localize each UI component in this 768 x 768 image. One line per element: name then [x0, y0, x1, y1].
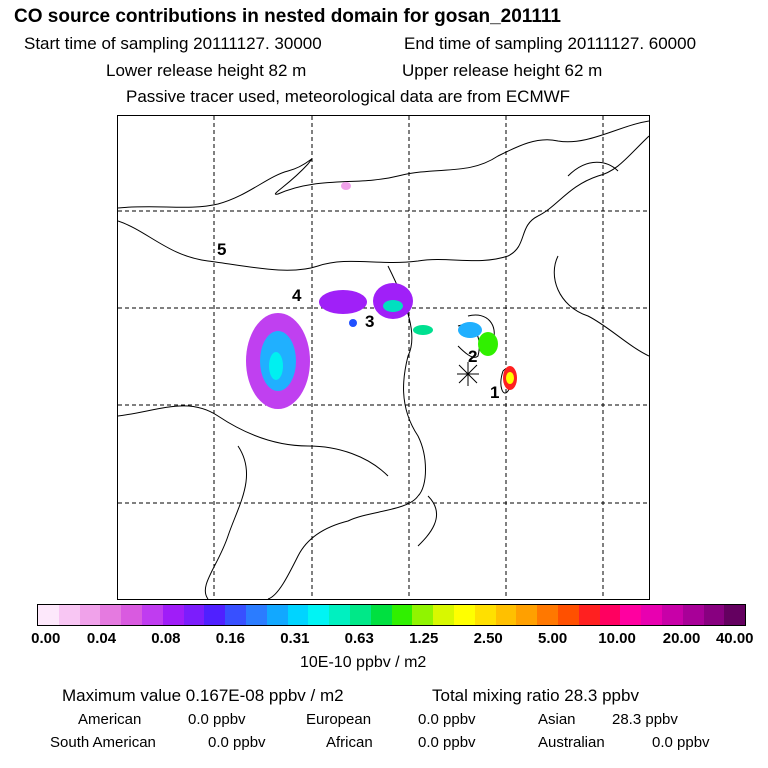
colorbar-tick-label: 0.16	[215, 630, 245, 647]
release-site-marker	[457, 362, 479, 386]
colorbar-tick-label: 0.08	[151, 630, 181, 647]
region-label-1: 1	[490, 383, 499, 402]
colorbar-tick-label: 5.00	[538, 630, 568, 647]
colorbar-cell	[38, 605, 59, 625]
colorbar-cell	[641, 605, 662, 625]
colorbar-cell	[287, 605, 309, 625]
colorbar-cell	[391, 605, 413, 625]
colorbar-cell	[121, 605, 142, 625]
region-label-5: 5	[217, 240, 226, 259]
colorbar-tick-label: 0.63	[344, 630, 374, 647]
colorbar-cell	[183, 605, 205, 625]
colorbar-cell	[474, 605, 496, 625]
region-label-4: 4	[292, 286, 302, 305]
region-value-australian: 0.0 ppbv	[652, 734, 710, 751]
colorbar-cell	[204, 605, 226, 625]
colorbar-cell	[557, 605, 579, 625]
colorbar-cell	[599, 605, 621, 625]
region-name-australian: Australian	[538, 734, 605, 751]
region-label-2: 2	[468, 347, 477, 366]
colorbar-tick-label: 0.04	[86, 630, 117, 647]
colorbar-cell	[349, 605, 371, 625]
colorbar-cell	[661, 605, 683, 625]
upper-release-height: Upper release height 62 m	[402, 61, 603, 80]
lower-release-height: Lower release height 82 m	[106, 61, 307, 80]
colorbar-cell	[495, 605, 517, 625]
colorbar-ticks: 0.00 0.04 0.08 0.16 0.31 0.63 1.25 2.50 5.00 10.0…	[0, 630, 768, 650]
colorbar-cell	[141, 605, 163, 625]
region-name-asian: Asian	[538, 711, 576, 728]
colorbar-cell	[578, 605, 600, 625]
colorbar-tick-label: 0.00	[31, 630, 61, 647]
colorbar-cell	[703, 605, 725, 625]
region-value-asian: 28.3 ppbv	[612, 711, 678, 728]
colorbar-units: 10E-10 ppbv / m2	[300, 654, 427, 671]
maximum-value: Maximum value 0.167E-08 ppbv / m2	[62, 686, 344, 705]
graticule	[118, 116, 649, 599]
colorbar-cell	[516, 605, 538, 625]
sampling-end: End time of sampling 20111127. 60000	[404, 34, 697, 53]
colorbar-tick-label: 20.00	[662, 630, 701, 647]
colorbar-tick-label: 40.00	[715, 630, 754, 647]
colorbar-cell	[79, 605, 101, 625]
region-value-african: 0.0 ppbv	[418, 734, 476, 751]
colorbar-cell	[682, 605, 704, 625]
region-name-south-american: South American	[50, 734, 156, 751]
colorbar-cell	[58, 605, 80, 625]
coastlines	[118, 120, 649, 599]
region-name-european: European	[306, 711, 372, 728]
tracer-note: Passive tracer used, meteorological data…	[126, 87, 571, 106]
map-title: CO source contributions in nested domain…	[14, 6, 561, 27]
colorbar-tick-label: 0.31	[280, 630, 310, 647]
colorbar-cell	[329, 605, 350, 625]
region-value-american: 0.0 ppbv	[188, 711, 246, 728]
colorbar-cell	[100, 605, 122, 625]
colorbar-tick-label: 1.25	[409, 630, 439, 647]
region-value-south-american: 0.0 ppbv	[208, 734, 266, 751]
total-mixing-ratio: Total mixing ratio 28.3 ppbv	[432, 686, 639, 705]
region-name-american: American	[78, 711, 142, 728]
colorbar-cell	[308, 605, 330, 625]
colorbar-cell	[433, 605, 454, 625]
map-panel[interactable]: 1 2 3 4 5	[117, 115, 650, 600]
region-label-3: 3	[365, 312, 374, 331]
colorbar-cell	[162, 605, 184, 625]
map-canvas: 1 2 3 4 5	[118, 116, 649, 599]
colorbar-cell	[412, 605, 434, 625]
colorbar-cell	[245, 605, 267, 625]
colorbar-cell	[537, 605, 558, 625]
sampling-start: Start time of sampling 20111127. 30000	[24, 34, 322, 53]
colorbar-cell	[453, 605, 475, 625]
colorbar-cell	[370, 605, 392, 625]
region-name-african: African	[326, 734, 373, 751]
region-value-european: 0.0 ppbv	[418, 711, 476, 728]
colorbar-tick-label: 10.00	[598, 630, 636, 647]
colorbar-cell	[724, 605, 746, 625]
colorbar-tick-label: 2.50	[473, 630, 503, 647]
co-plume-patches	[246, 182, 517, 409]
colorbar	[37, 604, 746, 626]
colorbar-cell	[225, 605, 246, 625]
colorbar-cell	[620, 605, 642, 625]
colorbar-cell	[266, 605, 288, 625]
